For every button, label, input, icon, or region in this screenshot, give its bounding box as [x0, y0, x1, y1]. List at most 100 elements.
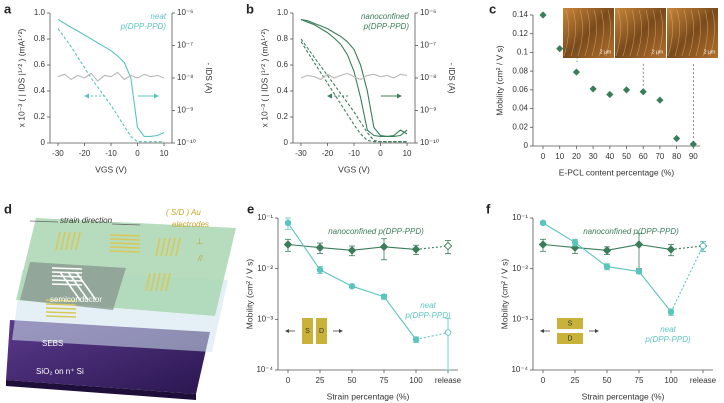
- series-line: [57, 28, 164, 143]
- y-axis-label: x 10⁻³ ( | IDS |¹ᐟ² ) (mA¹ᐟ²): [16, 28, 26, 127]
- inset-texture: [695, 9, 701, 57]
- annotation: p(DPP-PPD): [644, 335, 691, 344]
- y-tick-label: 0.8: [277, 34, 289, 43]
- electrode: [109, 246, 141, 249]
- electrode: [67, 271, 89, 301]
- y-tick-label: 0.02: [512, 122, 528, 131]
- y-tick-label: 0.06: [512, 85, 528, 94]
- annotation: neat: [660, 325, 676, 334]
- electrode: [51, 275, 83, 278]
- arrow-head: [595, 329, 599, 333]
- parallel-label: //: [197, 254, 203, 263]
- strain-arrow: [29, 220, 59, 223]
- panel-letter: a: [4, 1, 12, 16]
- x-tick-label: -10: [348, 149, 360, 158]
- y-tick-label: 0.08: [512, 66, 528, 75]
- annotation: nanoconfined p(DPP-PPD): [328, 227, 424, 236]
- y2-axis-label: - IDS (A): [447, 62, 456, 93]
- y-tick-label: 0.2: [277, 112, 289, 121]
- arrow-head: [327, 93, 332, 99]
- layer-label: semiconductor: [50, 295, 102, 304]
- electrode: [60, 231, 66, 251]
- electrode: [109, 238, 141, 241]
- y-tick-label: 0: [41, 138, 46, 147]
- electrode: [109, 250, 141, 253]
- y-tick-label: 0: [524, 141, 529, 150]
- y2-axis-label: - IDS (A): [204, 62, 213, 93]
- marker: [602, 246, 612, 255]
- perpendicular-label: ⊥: [196, 237, 203, 246]
- marker: [444, 329, 452, 336]
- x-tick-label: 0: [286, 376, 291, 385]
- x-tick-label: 0: [378, 149, 383, 158]
- electrode-label: ( S/D ) Au: [166, 208, 201, 217]
- strain-label: strain direction: [60, 216, 113, 225]
- legend-text: p(DPP-PPD): [363, 22, 410, 31]
- y-tick-label: 1.0: [34, 8, 46, 17]
- x-tick-label: release: [435, 376, 462, 385]
- inset-electrode: [316, 318, 327, 344]
- marker: [673, 134, 681, 143]
- chart-panel: b 0 0.2 0.4 0.6 0.8 1.0 10⁻¹⁰ 10⁻⁹ 10⁻⁸ 10⁻⁷ 10⁻⁶ - …: [246, 1, 456, 174]
- y-tick-label: 0.6: [277, 60, 289, 69]
- x-tick-label: 0: [541, 376, 546, 385]
- x-axis-label: VGS (V): [95, 164, 127, 174]
- marker: [572, 68, 581, 76]
- y-tick-label: 0.2: [34, 112, 46, 121]
- inset-texture: [657, 9, 663, 57]
- y-tick-label: 0: [284, 138, 289, 147]
- panel-letter: d: [4, 201, 12, 216]
- inset-texture: [636, 9, 642, 57]
- arrow-head: [540, 329, 544, 333]
- x-tick-label: 25: [316, 376, 325, 385]
- x-tick-label: 50: [603, 376, 612, 385]
- y-tick-label: 0.4: [34, 86, 46, 95]
- legend-text: nanoconfined: [361, 12, 410, 21]
- x-tick-label: -30: [295, 149, 307, 158]
- electrode: [109, 234, 141, 237]
- marker: [571, 239, 579, 246]
- y2-tick-label: 10⁻⁷: [420, 41, 436, 50]
- inset-label: S: [568, 320, 573, 327]
- annotation: nanoconfined p(DPP-PPD): [583, 227, 679, 236]
- x-tick-label: 10: [403, 149, 412, 158]
- x-tick-label: -10: [105, 149, 117, 158]
- electrode: [160, 272, 166, 292]
- inset-electrode: [557, 318, 583, 329]
- marker: [589, 85, 597, 93]
- y-axis-label: x 10⁻³ ( | IDS |¹ᐟ² ) (mA¹ᐟ²): [259, 28, 269, 127]
- inset-texture: [605, 9, 611, 57]
- x-axis-label: E-PCL content percentage (%): [559, 167, 675, 177]
- electrode-array: [45, 231, 181, 318]
- electrode: [45, 303, 77, 306]
- marker: [348, 282, 356, 290]
- marker: [443, 241, 453, 251]
- marker: [316, 266, 324, 274]
- y-tick-label: 0.8: [34, 34, 46, 43]
- y-tick-label: 0.14: [512, 10, 528, 19]
- marker: [539, 11, 547, 19]
- y-tick-label: 0.1: [517, 48, 529, 57]
- x-tick-label: 75: [635, 376, 644, 385]
- x-tick-label: 100: [664, 376, 678, 385]
- panel-letter: f: [486, 201, 491, 216]
- marker: [556, 45, 564, 53]
- x-tick-label: -20: [322, 149, 334, 158]
- marker: [380, 293, 388, 300]
- y-tick-label: 10⁻¹: [257, 213, 273, 222]
- x-tick-label: -20: [79, 149, 91, 158]
- y-tick-label: 10⁻³: [257, 314, 273, 323]
- substrate-side: [6, 380, 196, 400]
- arrow-head: [397, 93, 402, 99]
- y2-tick-label: 10⁻⁹: [420, 106, 437, 115]
- inset-texture: [622, 9, 628, 57]
- error-bar: [636, 232, 642, 270]
- marker: [656, 96, 664, 104]
- inset-label: S: [305, 328, 310, 335]
- series-line: [300, 18, 408, 137]
- electrode: [109, 242, 141, 245]
- marker: [635, 268, 643, 275]
- inset-texture: [702, 9, 708, 57]
